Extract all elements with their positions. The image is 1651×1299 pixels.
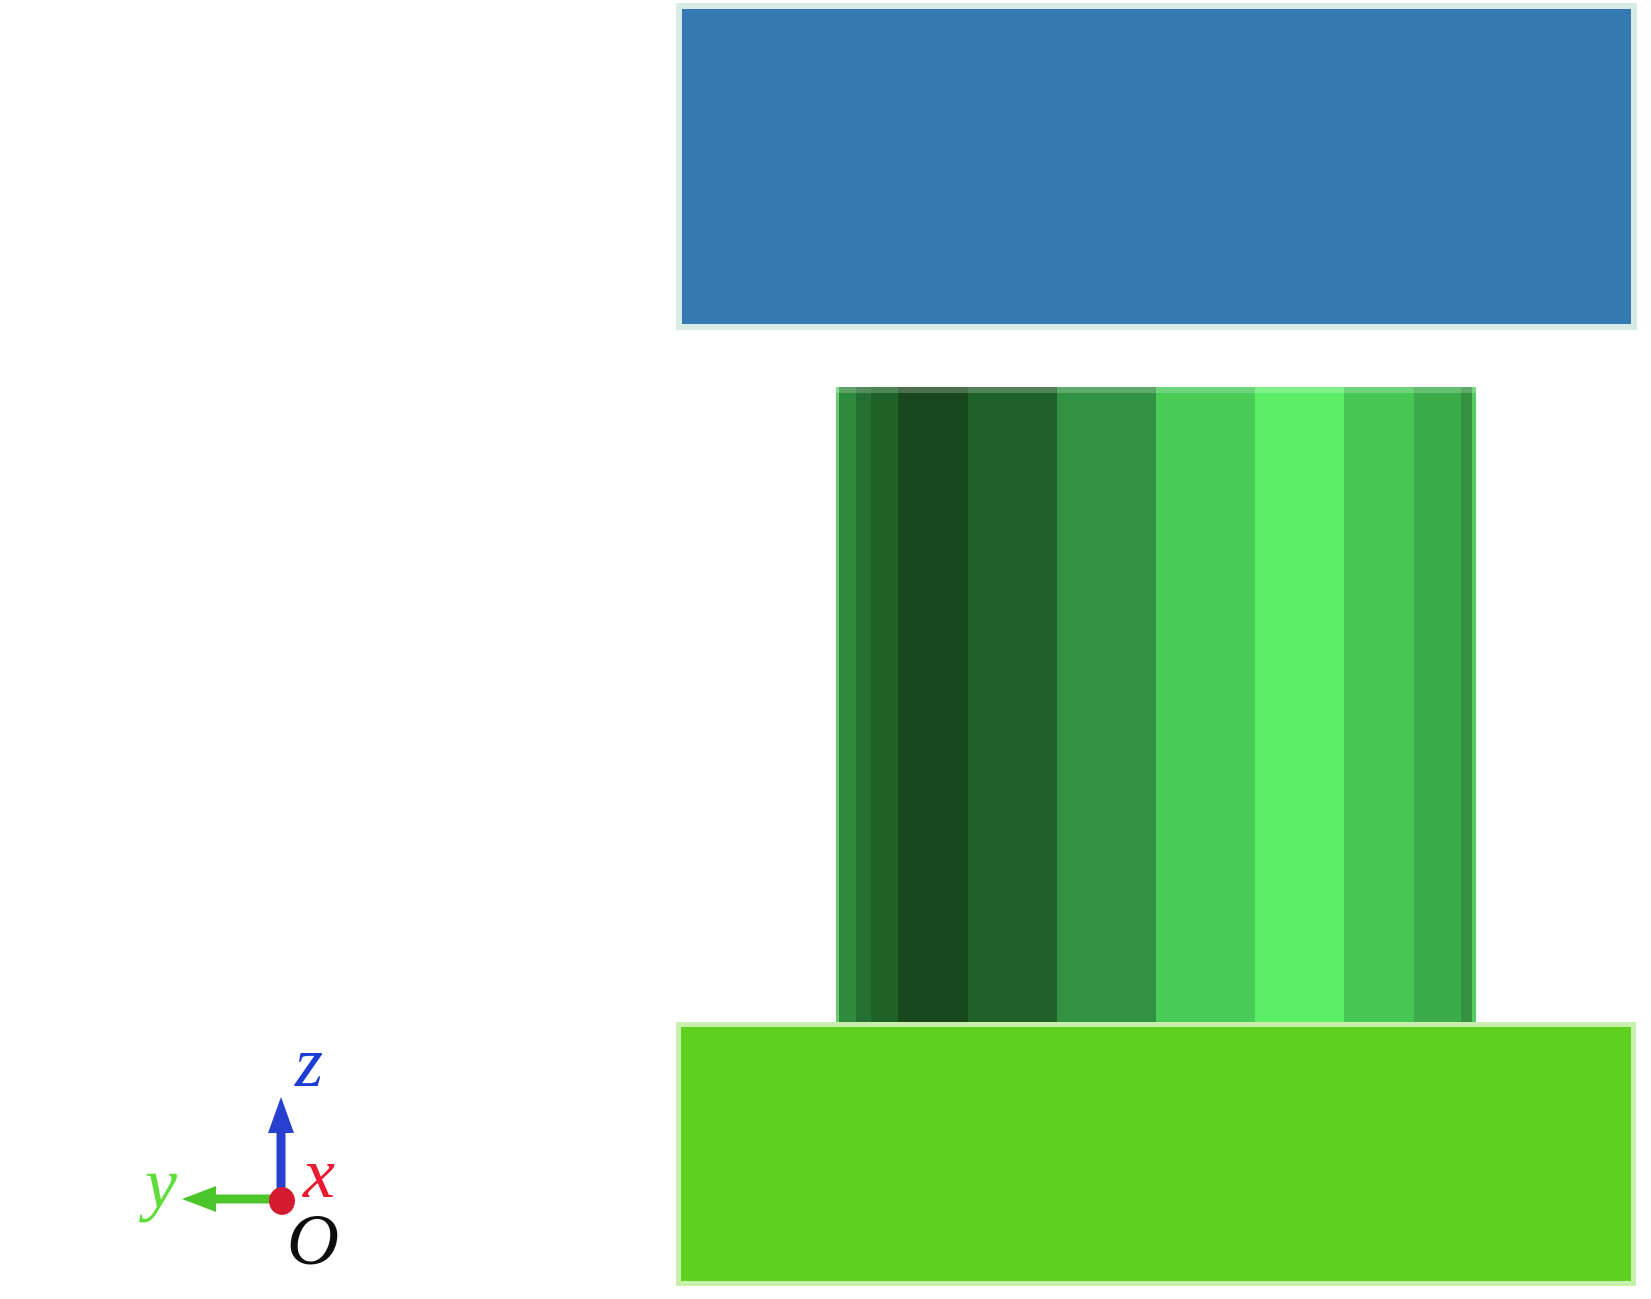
cylinder-facet <box>898 387 968 1025</box>
cylinder <box>836 387 1476 1025</box>
cylinder-facet <box>1255 387 1344 1025</box>
z-axis-arrowhead <box>268 1097 294 1133</box>
cylinder-facet <box>836 387 839 1025</box>
cylinder-facet <box>1414 387 1461 1025</box>
x-axis-marker <box>269 1187 295 1215</box>
cylinder-facet <box>1057 387 1156 1025</box>
cylinder-facet <box>1461 387 1472 1025</box>
bottom-plate <box>676 1022 1636 1286</box>
cylinder-facet <box>1344 387 1414 1025</box>
y-axis-arrowhead <box>182 1186 216 1212</box>
y-axis-shaft <box>213 1194 282 1204</box>
origin-label: O <box>287 1200 339 1280</box>
cylinder-facet <box>1472 387 1476 1025</box>
z-axis-label: z <box>294 1022 324 1102</box>
z-axis-shaft <box>276 1128 286 1204</box>
cylinder-facet <box>839 387 856 1025</box>
cylinder-facet <box>1156 387 1255 1025</box>
cylinder-facet <box>871 387 898 1025</box>
axes-triad <box>182 1097 295 1215</box>
cylinder-facet <box>856 387 871 1025</box>
y-axis-label: y <box>145 1143 177 1223</box>
cylinder-facet <box>968 387 1057 1025</box>
x-axis-label: x <box>303 1133 335 1213</box>
top-plate <box>676 3 1637 330</box>
